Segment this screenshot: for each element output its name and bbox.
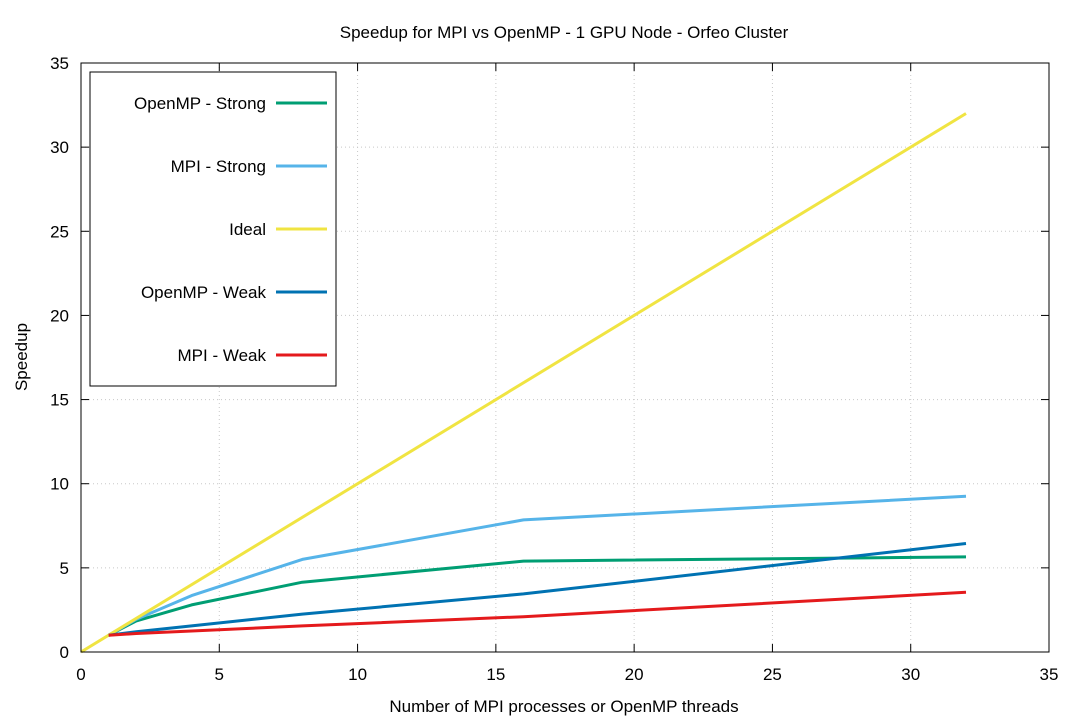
x-tick-label: 35 [1040,665,1059,684]
x-tick-label: 15 [486,665,505,684]
x-tick-label: 25 [763,665,782,684]
series-line-ideal [80,112,967,654]
legend-label-ideal: Ideal [229,220,266,239]
y-tick-label: 30 [50,138,69,157]
legend-label-mpi-weak: MPI - Weak [178,346,267,365]
x-tick-label: 20 [625,665,644,684]
chart-title: Speedup for MPI vs OpenMP - 1 GPU Node -… [340,23,789,42]
x-tick-label: 0 [76,665,85,684]
series-line-mpi-strong [107,494,967,637]
plot-frame [80,62,1050,653]
grid-lines [81,63,1049,652]
series-lines [80,112,967,654]
x-tick-label: 5 [215,665,224,684]
y-tick-label: 10 [50,475,69,494]
y-tick-label: 0 [60,643,69,662]
x-tick-label: 10 [348,665,367,684]
axis-ticks: 0 5 10 15 20 25 30 35 0 5 10 15 20 25 30 35 [50,54,1058,684]
legend-label-mpi-strong: MPI - Strong [171,157,266,176]
y-tick-label: 5 [60,559,69,578]
series-line-mpi-weak [108,590,967,637]
x-axis-title: Number of MPI processes or OpenMP thread… [389,697,738,716]
y-axis-title: Speedup [12,323,31,391]
legend-label-openmp-strong: OpenMP - Strong [134,94,266,113]
x-tick-label: 30 [901,665,920,684]
series-line-openmp-strong [108,555,967,637]
y-tick-label: 15 [50,391,69,410]
legend: OpenMP - Strong MPI - Strong Ideal OpenMP -… [89,71,337,387]
y-tick-label: 25 [50,222,69,241]
y-tick-label: 20 [50,306,69,325]
y-tick-label: 35 [50,54,69,73]
legend-label-openmp-weak: OpenMP - Weak [141,283,267,302]
